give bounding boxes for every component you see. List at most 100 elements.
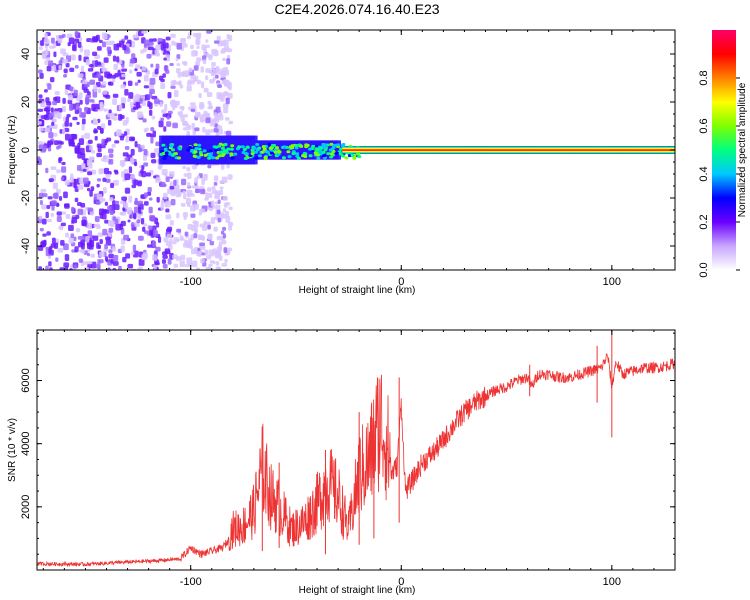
spectrogram-cell [48, 60, 54, 67]
spectrogram-cell [211, 62, 216, 67]
spectrogram-cell [94, 103, 101, 110]
spectrogram-cell [171, 148, 176, 152]
spectrogram-cell [197, 147, 202, 151]
spectrogram-band-cell [290, 140, 296, 160]
spectrogram-cell [75, 228, 81, 233]
spectrogram-band-cell [252, 135, 258, 165]
spectrogram-cell [136, 71, 142, 77]
spectrogram-cell [121, 73, 126, 78]
spectrogram-cell [136, 200, 143, 204]
spectrogram-cell [192, 260, 198, 268]
spectrogram-cell [165, 36, 171, 41]
spectrogram-cell [44, 127, 51, 133]
spectrogram-cell [42, 233, 47, 237]
spectrogram-cell [295, 152, 300, 156]
spectrogram-cell [119, 211, 124, 216]
spectrogram-cell [141, 254, 148, 261]
spectrogram-cell [108, 153, 114, 158]
spectrogram-cell [141, 30, 148, 34]
spectrogram-band-cell [232, 135, 238, 165]
spectrogram-cell [129, 69, 133, 74]
spectrogram-cell [44, 60, 49, 65]
spectrogram-cell [86, 260, 93, 265]
spectrogram-cell [257, 154, 262, 158]
spectrogram-cell [169, 220, 174, 226]
spectrogram-cell [153, 175, 157, 179]
spectrogram-cell [220, 146, 225, 150]
spectrogram-cell [80, 135, 85, 139]
spectrogram-cell [191, 248, 196, 255]
spectrogram-cell [163, 172, 168, 177]
spectrogram-cell [93, 130, 99, 134]
spectrogram-cell [86, 187, 91, 192]
spectrogram-cell [160, 203, 164, 211]
spectrogram-cell [65, 213, 71, 219]
y-tick-label: -40 [20, 238, 32, 254]
spectrogram-cell [211, 200, 215, 207]
spectrogram-cell [38, 192, 44, 199]
spectrogram-cell [160, 117, 165, 121]
spectrogram-cell [219, 212, 224, 218]
spectrogram-cell [182, 190, 186, 195]
spectrogram-cell [102, 177, 107, 182]
spectrogram-cell [169, 144, 174, 148]
spectrogram-cell [86, 252, 91, 257]
spectrogram-cell [101, 32, 108, 40]
spectrogram-cell [98, 39, 103, 43]
spectrogram-cell [173, 90, 179, 98]
spectrogram-cell [84, 132, 90, 139]
spectrogram-cell [70, 133, 76, 140]
spectrogram-cell [128, 92, 134, 99]
spectrogram-band-cell [285, 140, 291, 160]
spectrogram-cell [308, 147, 313, 151]
spectrogram-cell [75, 149, 81, 154]
spectrogram-cell [101, 208, 108, 214]
spectrogram-cell [93, 119, 99, 125]
spectrogram-cell [189, 81, 195, 85]
spectrogram-cell [209, 119, 216, 127]
spectrogram-cell [47, 196, 53, 200]
spectrogram-cell [53, 97, 58, 101]
spectrogram-cell [142, 118, 147, 123]
spectrogram-cell [38, 94, 43, 99]
spectrogram-cell [329, 152, 334, 156]
spectrogram-cell [216, 266, 222, 270]
spectrogram-cell [38, 141, 44, 146]
spectrogram-cell [86, 159, 93, 167]
spectrogram-cell [163, 65, 169, 71]
spectrogram-cell [199, 208, 203, 213]
spectrogram-cell [138, 207, 142, 214]
spectrogram-cell [132, 244, 137, 252]
spectrogram-cell [56, 211, 62, 216]
spectrogram-cell [137, 181, 142, 187]
spectrogram-cell [116, 130, 122, 136]
spectrogram-cell [208, 54, 213, 61]
snr-plot-area [37, 330, 675, 570]
spectrogram-band-cell [280, 140, 286, 160]
spectrogram-cell [114, 170, 119, 175]
spectrogram-cell [217, 199, 221, 205]
spectrogram-cell [226, 58, 231, 65]
spectrogram-cell [220, 150, 225, 154]
spectrogram-cell [45, 48, 49, 56]
spectrogram-cell [143, 148, 148, 156]
spectrogram-cell [140, 49, 144, 54]
snr-panel: -100 0 100 2000 4000 6000 Height of straight… [7, 329, 676, 596]
spectrogram-cell [189, 245, 193, 249]
spectrogram-cell [173, 263, 179, 268]
spectrogram-cell [92, 91, 98, 98]
spectrogram-cell [125, 117, 129, 124]
spectrogram-band-cell [247, 135, 253, 165]
spectrogram-cell [125, 135, 129, 143]
spectrogram-cell [167, 188, 173, 195]
spectrogram-cell [291, 151, 296, 155]
spectrogram-cell [314, 148, 319, 152]
spectrogram-cell [51, 64, 56, 72]
spectrogram-cell [159, 101, 163, 108]
spectrogram-cell [45, 97, 50, 103]
spectrogram-cell [89, 79, 96, 85]
spectrogram-cell [217, 84, 222, 88]
spectrogram-cell [71, 206, 75, 213]
spectrogram-cell [190, 108, 196, 112]
spectrogram-cell [205, 192, 209, 200]
